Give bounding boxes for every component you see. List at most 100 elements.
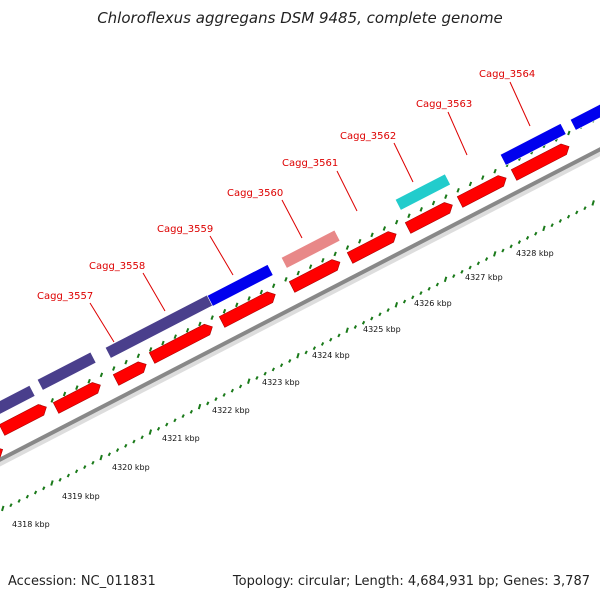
- scale-tick: [206, 401, 210, 406]
- scale-tick: [83, 465, 87, 469]
- genome-backbone: [0, 147, 600, 462]
- scale-tick: [337, 333, 341, 338]
- outer-tick: [407, 213, 411, 219]
- gene-label: Cagg_3557: [37, 291, 93, 302]
- scale-tick: [214, 397, 218, 402]
- scale-tick: [591, 200, 595, 206]
- forward-gene-bar: [499, 123, 567, 166]
- reverse-gene-arrow: [456, 175, 507, 208]
- scale-tick: [452, 274, 456, 279]
- forward-gene-bar: [394, 173, 451, 211]
- scale-tick: [1, 505, 5, 512]
- scale-tick: [501, 248, 505, 253]
- scale-tick: [558, 218, 562, 223]
- scale-tick: [263, 371, 267, 376]
- gene-leader-line: [142, 272, 166, 312]
- scale-tick: [197, 403, 202, 410]
- gene-leader-line: [209, 235, 234, 276]
- scale-tick: [509, 244, 513, 249]
- reverse-strand-features: [0, 143, 570, 461]
- scale-tick: [107, 452, 111, 457]
- accession-text: Accession: NC_011831: [8, 574, 156, 589]
- scale-tick: [74, 469, 79, 474]
- gene-label: Cagg_3558: [89, 261, 145, 272]
- gene-leader-line: [336, 170, 358, 212]
- outer-tick: [112, 366, 116, 371]
- outer-tick: [87, 378, 91, 384]
- gene-label: Cagg_3560: [227, 188, 283, 199]
- scale-tick: [271, 367, 275, 372]
- reverse-gene-arrow: [0, 404, 47, 436]
- scale-tick: [279, 363, 284, 368]
- scale-label: 4322 kbp: [212, 406, 250, 415]
- reverse-gene-arrow: [218, 291, 276, 328]
- gene-label: Cagg_3564: [479, 69, 535, 80]
- outer-tick: [321, 257, 325, 263]
- gene-label: Cagg_3559: [157, 224, 213, 235]
- gene-labels: Cagg_3557 Cagg_3558 Cagg_3559 Cagg_3560 Cagg…: [37, 69, 535, 343]
- scale-tick: [394, 301, 399, 308]
- scale-label: 4318 kbp: [12, 520, 50, 529]
- scale-tick: [525, 235, 530, 240]
- scale-label: 4324 kbp: [312, 351, 350, 360]
- outer-tick: [333, 251, 337, 257]
- outer-tick: [161, 340, 165, 346]
- scale-tick: [296, 352, 300, 359]
- outer-tick: [468, 181, 473, 187]
- reverse-gene-arrow: [288, 259, 341, 293]
- backbone-shadow: [0, 150, 600, 467]
- scale-tick: [419, 291, 423, 295]
- outer-tick: [124, 359, 128, 365]
- outer-tick: [394, 219, 399, 225]
- outer-tick: [173, 334, 177, 340]
- outer-tick: [431, 200, 436, 206]
- scale-tick: [17, 499, 21, 503]
- scale-tick: [25, 494, 29, 499]
- scale-tick: [58, 477, 62, 482]
- scale-tick: [156, 426, 161, 431]
- forward-gene-bar: [36, 351, 97, 391]
- scale-tick: [566, 214, 571, 219]
- forward-strand-features: [0, 100, 600, 416]
- outer-tick: [99, 372, 104, 378]
- scale-tick: [542, 225, 546, 232]
- outer-tick: [370, 232, 374, 238]
- gene-label: Cagg_3563: [416, 99, 472, 110]
- scale-tick: [238, 384, 243, 389]
- scale-tick: [345, 327, 349, 334]
- outer-tick: [493, 168, 497, 174]
- scale-tick: [132, 439, 136, 444]
- scale-label: 4325 kbp: [363, 325, 401, 334]
- outer-tick: [456, 187, 460, 193]
- gene-label: Cagg_3561: [282, 158, 338, 169]
- outer-tick: [148, 347, 153, 352]
- reverse-gene-arrow: [346, 231, 397, 264]
- outer-tick: [271, 283, 276, 289]
- outer-tick: [222, 308, 227, 314]
- outer-tick: [382, 226, 387, 231]
- scale-tick: [435, 282, 439, 287]
- scale-tick: [189, 409, 193, 414]
- scale-tick: [140, 435, 144, 440]
- outer-tick: [235, 302, 239, 308]
- scale-tick: [550, 223, 554, 228]
- scale-tick: [91, 460, 95, 465]
- scale-tick: [173, 418, 177, 423]
- outer-tick: [75, 385, 79, 390]
- outer-tick: [136, 353, 141, 359]
- scale-tick: [476, 261, 480, 266]
- scale-label: 4319 kbp: [62, 492, 100, 501]
- scale-tick: [575, 210, 579, 215]
- scale-tick: [402, 299, 407, 304]
- scale-tick: [304, 350, 308, 355]
- scale-label: 4323 kbp: [262, 378, 300, 387]
- scale-tick: [124, 443, 128, 448]
- scale-tick: [517, 240, 521, 245]
- outer-tick: [50, 397, 54, 403]
- outer-tick: [259, 289, 264, 295]
- scale-tick: [320, 342, 325, 346]
- scale-tick: [288, 358, 292, 363]
- reverse-gene-arrow: [404, 202, 453, 234]
- scale-tick: [534, 231, 538, 236]
- gene-label: Cagg_3562: [340, 131, 396, 142]
